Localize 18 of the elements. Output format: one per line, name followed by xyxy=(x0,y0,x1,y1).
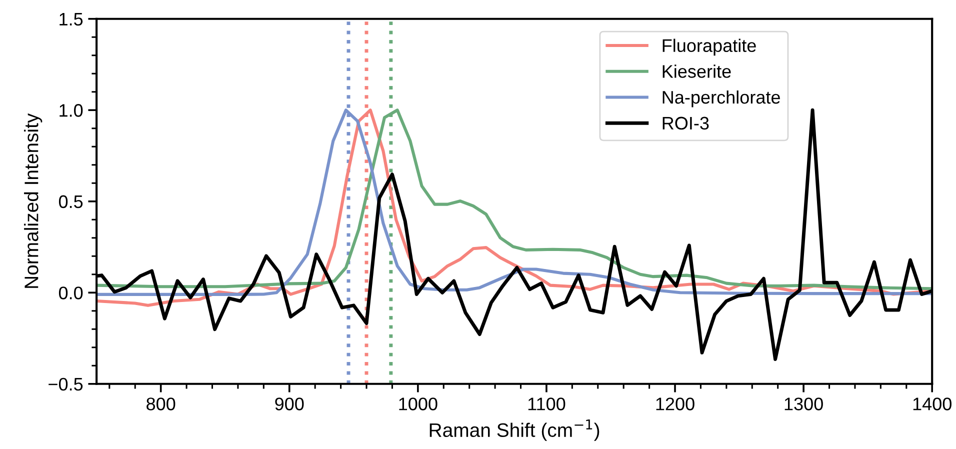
x-tick-label: 1000 xyxy=(399,398,438,410)
x-tick-label: 900 xyxy=(275,398,304,410)
y-axis-title: Normalized Intensity xyxy=(24,113,42,288)
y-tick-label: −0.5 xyxy=(48,378,83,391)
x-tick-label: 800 xyxy=(146,398,176,410)
y-tick-label: 1.0 xyxy=(60,104,83,117)
y-tick-label: 1.5 xyxy=(60,12,83,26)
x-tick-label: 1100 xyxy=(528,398,566,410)
y-tick-label: 0.5 xyxy=(58,195,83,208)
y-tick-label: 0.0 xyxy=(58,286,83,300)
x-tick-label: 1200 xyxy=(656,398,694,410)
x-tick-label: 1400 xyxy=(913,398,952,410)
legend-label: Kieserite xyxy=(662,64,731,78)
legend-label: Na-perchlorate xyxy=(662,90,780,108)
x-tick-label: 1300 xyxy=(784,398,823,410)
legend-label: Fluorapatite xyxy=(662,38,756,56)
legend-label: ROI-3 xyxy=(662,116,709,130)
x-axis-title: Raman Shift (cm$^{−1}$) xyxy=(430,419,600,441)
